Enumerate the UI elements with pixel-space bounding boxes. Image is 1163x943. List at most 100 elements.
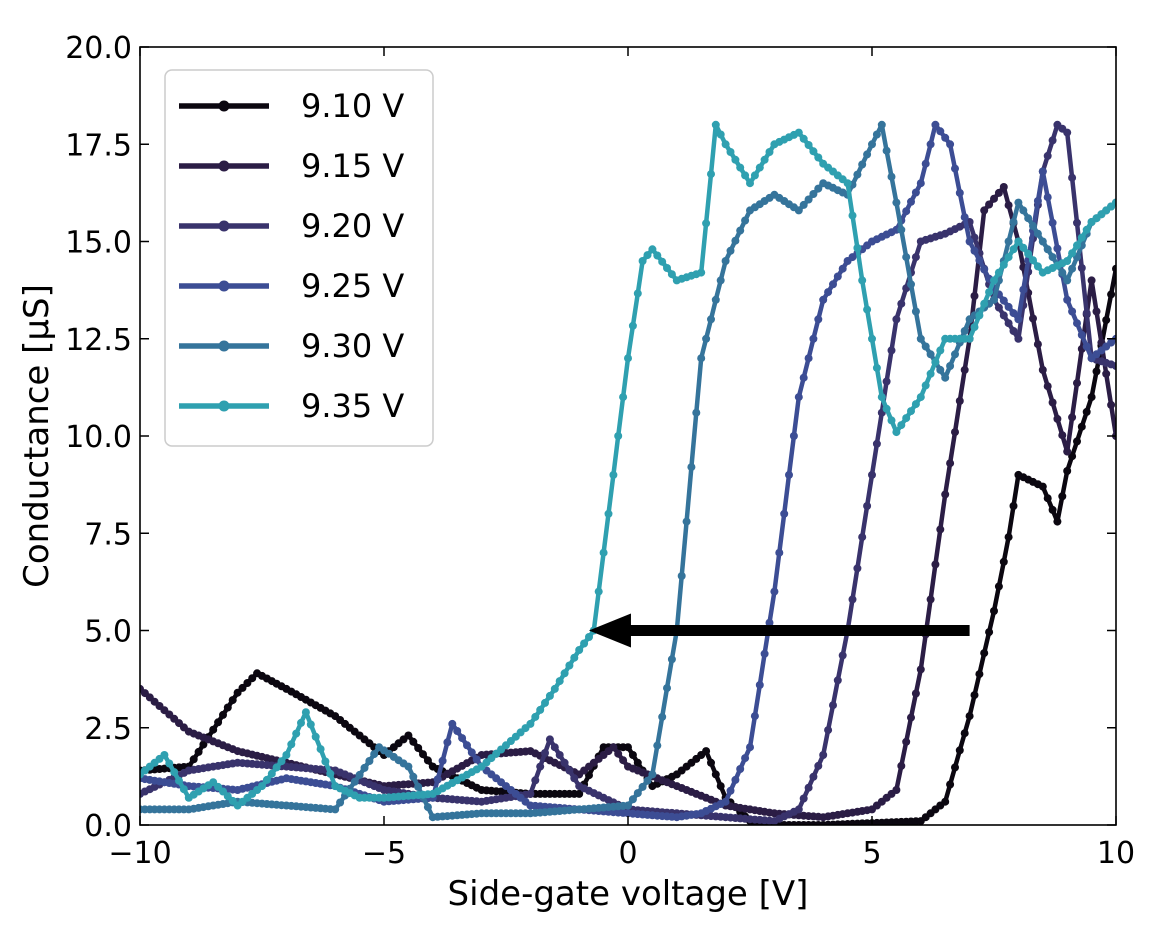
series-5 — [140, 120, 1116, 810]
data-point — [765, 618, 774, 627]
data-point — [1107, 290, 1116, 299]
data-point — [946, 140, 955, 149]
data-point — [702, 219, 711, 228]
data-point — [911, 689, 920, 698]
data-point — [1048, 218, 1057, 227]
legend-label: 9.25 V — [301, 267, 404, 305]
data-point — [970, 323, 979, 332]
legend-entry: 9.10 V — [179, 87, 404, 125]
data-point — [902, 207, 911, 216]
data-point — [921, 381, 930, 390]
series-layer — [140, 120, 1116, 825]
data-point — [721, 140, 730, 149]
data-point — [1029, 314, 1037, 323]
data-point — [1033, 229, 1042, 238]
data-point — [170, 768, 179, 777]
data-point — [1058, 431, 1067, 440]
data-point — [799, 794, 808, 803]
data-point — [1102, 369, 1111, 378]
x-tick-label: 0 — [618, 836, 637, 871]
data-point — [1082, 342, 1091, 351]
data-point — [453, 727, 462, 735]
data-point — [526, 719, 535, 728]
data-point — [911, 253, 920, 262]
data-point — [941, 797, 950, 806]
data-point — [467, 748, 476, 757]
data-point — [755, 163, 764, 172]
data-point — [282, 751, 291, 759]
data-point — [819, 295, 828, 304]
data-point — [404, 762, 413, 771]
data-point — [785, 470, 793, 479]
data-point — [877, 393, 886, 402]
x-tick-label: −10 — [108, 836, 171, 871]
data-point — [994, 188, 1003, 197]
data-point — [1038, 482, 1047, 491]
data-point — [1043, 494, 1052, 503]
data-point — [1004, 319, 1013, 328]
legend-marker — [218, 100, 230, 112]
data-point — [1053, 244, 1062, 253]
data-point — [760, 155, 769, 164]
data-point — [1033, 197, 1042, 205]
data-point — [1112, 198, 1116, 207]
data-point — [438, 756, 447, 765]
data-point — [638, 782, 647, 791]
data-point — [990, 194, 998, 203]
data-point — [301, 708, 310, 717]
data-point — [633, 758, 642, 767]
data-point — [219, 710, 227, 719]
data-point — [951, 428, 959, 437]
data-point — [350, 777, 359, 786]
data-point — [916, 393, 925, 402]
data-point — [965, 237, 974, 246]
data-point — [1082, 407, 1091, 416]
data-point — [794, 128, 803, 137]
data-point — [1102, 316, 1111, 325]
data-point — [780, 509, 789, 518]
data-point — [214, 718, 223, 727]
data-point — [916, 334, 925, 343]
data-point — [189, 755, 198, 764]
data-point — [760, 649, 769, 658]
data-point — [750, 171, 759, 180]
data-point — [531, 776, 540, 785]
y-tick-label: 5.0 — [84, 615, 132, 650]
data-point — [545, 735, 554, 744]
data-point — [965, 712, 974, 721]
data-point — [326, 769, 335, 778]
data-point — [1058, 492, 1067, 501]
data-point — [199, 740, 208, 749]
legend-marker — [218, 340, 230, 352]
data-point — [1082, 225, 1091, 234]
data-point — [614, 749, 623, 758]
data-point — [570, 774, 579, 783]
data-point — [414, 782, 423, 791]
data-point — [1019, 206, 1028, 215]
data-point — [716, 782, 725, 791]
data-point — [1068, 264, 1077, 273]
data-point — [1009, 327, 1018, 335]
data-point — [965, 334, 974, 343]
series-0 — [140, 264, 1116, 825]
data-point — [277, 757, 286, 766]
data-point — [926, 140, 935, 149]
data-point — [1077, 330, 1086, 339]
data-point — [541, 749, 549, 757]
data-point — [829, 701, 837, 710]
data-point — [628, 751, 637, 759]
data-point — [897, 225, 906, 234]
data-point — [1009, 502, 1018, 510]
data-point — [1014, 237, 1023, 246]
data-point — [863, 150, 872, 159]
data-point — [799, 373, 808, 382]
data-point — [750, 712, 759, 721]
data-point — [423, 756, 432, 765]
data-point — [985, 628, 994, 637]
data-point — [951, 350, 959, 359]
x-tick-label: −5 — [362, 836, 406, 871]
data-point — [946, 459, 955, 468]
legend: 9.10 V 9.15 V 9.20 V 9.25 V 9.30 V 9.35 V — [164, 69, 434, 447]
data-point — [311, 732, 320, 741]
data-point — [619, 393, 628, 402]
